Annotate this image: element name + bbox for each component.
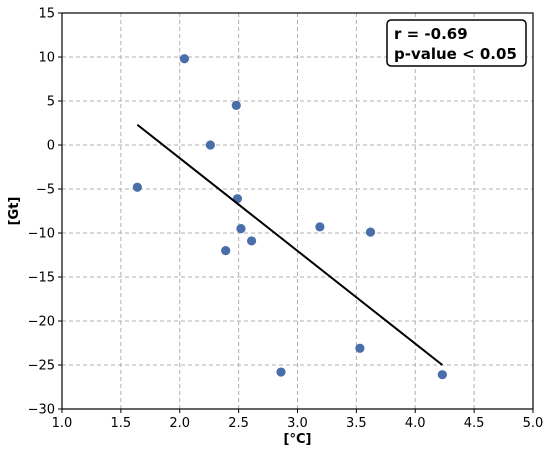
regression-line (136, 123, 443, 366)
x-tick-label: 4.5 (464, 416, 485, 431)
p-value-text: p-value < 0.05 (394, 45, 517, 63)
x-tick-label: 1.5 (111, 416, 132, 431)
x-tick-label: 3.5 (346, 416, 367, 431)
y-axis-label: [Gt] (7, 197, 22, 226)
x-tick-label: 5.0 (523, 416, 544, 431)
y-tick-label: −30 (28, 403, 55, 418)
stats-annotation-box (386, 19, 527, 67)
regression-line-group (136, 123, 443, 366)
data-point (246, 236, 257, 246)
stats-annotation: r = -0.69 p-value < 0.05 (386, 19, 527, 67)
data-point (132, 182, 142, 192)
x-tick-label: 1.0 (52, 416, 73, 431)
y-tick-label: 5 (47, 95, 55, 110)
grid-lines (61, 12, 534, 410)
data-point (315, 222, 325, 232)
y-tick-label: −5 (36, 183, 55, 198)
data-point (236, 224, 246, 234)
data-point (179, 54, 190, 64)
data-point (221, 246, 231, 256)
y-tick-label: −20 (28, 315, 55, 330)
data-point (437, 370, 447, 380)
data-point (276, 367, 286, 377)
data-point (355, 343, 365, 353)
axis-ticks: 1.0 1.5 2.0 2.5 3.0 3.5 4.0 4.5 5.0 15 10 5 0 −5 −10 −1… (28, 7, 544, 432)
plot-frame (61, 12, 534, 410)
data-point (365, 227, 376, 237)
y-tick-label: −10 (28, 227, 55, 242)
data-points (132, 54, 447, 380)
x-axis-label: [°C] (284, 432, 312, 447)
data-point (205, 140, 215, 150)
x-tick-label: 3.0 (287, 416, 308, 431)
x-tick-label: 2.5 (228, 416, 249, 431)
correlation-text: r = -0.69 (394, 25, 468, 43)
x-tick-label: 4.0 (405, 416, 426, 431)
y-tick-label: 10 (38, 51, 55, 66)
y-tick-label: −15 (28, 271, 55, 286)
data-point (231, 100, 241, 110)
y-tick-label: 0 (47, 139, 55, 154)
x-tick-label: 2.0 (169, 416, 190, 431)
y-tick-label: −25 (28, 359, 55, 374)
y-tick-label: 15 (38, 7, 55, 22)
